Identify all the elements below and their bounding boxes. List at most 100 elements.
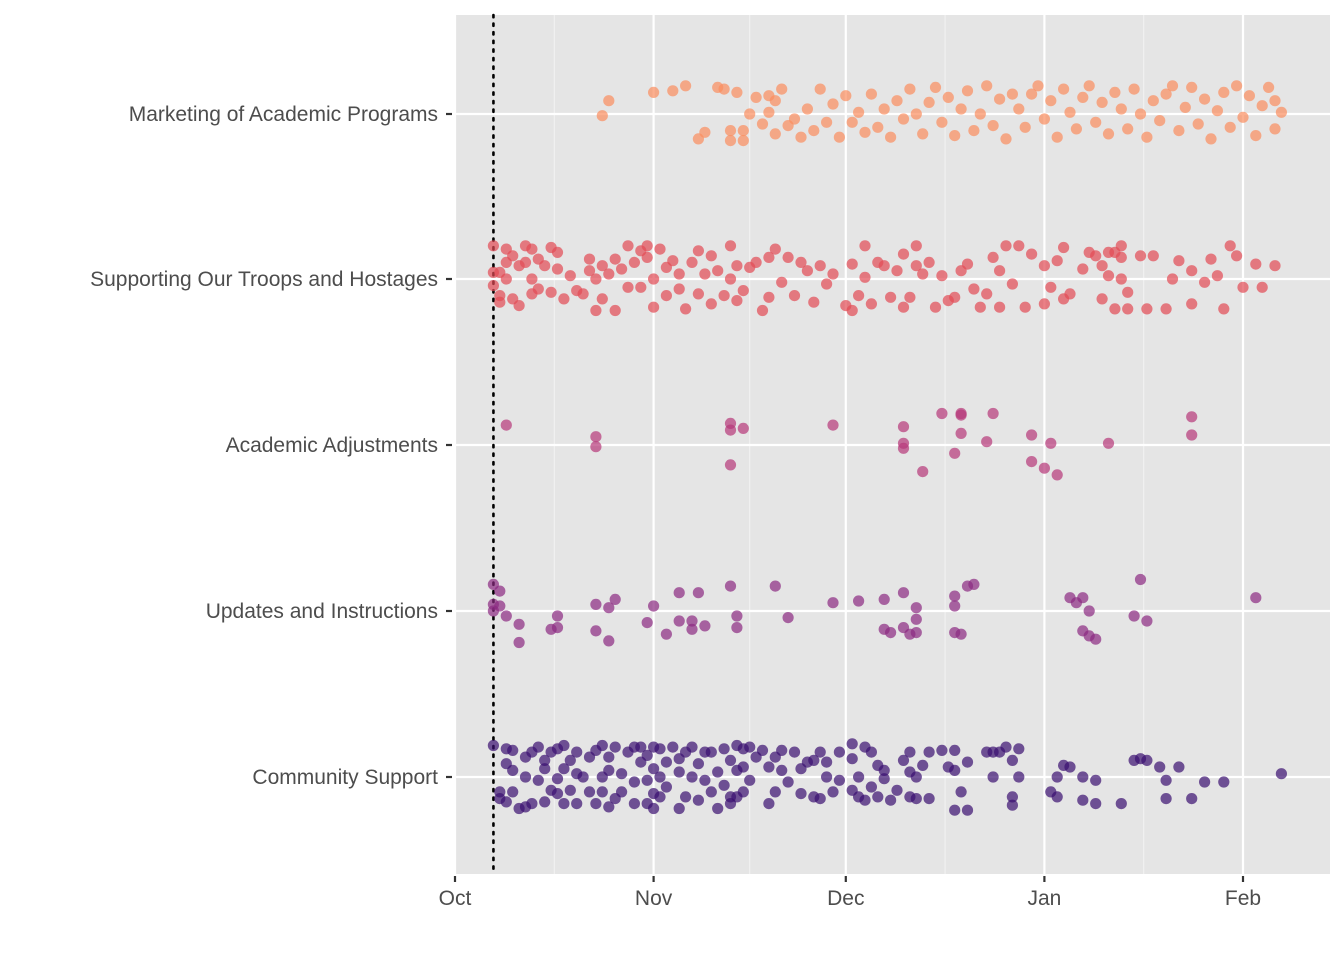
data-point xyxy=(699,268,711,280)
data-point xyxy=(853,595,865,607)
data-point xyxy=(1141,615,1153,627)
data-point xyxy=(712,802,724,815)
data-point xyxy=(827,786,839,798)
data-point xyxy=(1275,106,1287,118)
data-point xyxy=(917,466,929,478)
data-point xyxy=(885,131,897,143)
data-point xyxy=(622,281,634,293)
data-point xyxy=(507,250,519,262)
data-point xyxy=(513,300,525,312)
data-point xyxy=(551,610,564,622)
data-point xyxy=(859,271,871,283)
data-point xyxy=(692,587,705,599)
data-point xyxy=(1250,592,1262,604)
data-point xyxy=(853,771,865,783)
data-point xyxy=(987,120,999,132)
data-point xyxy=(513,618,525,630)
data-point xyxy=(558,798,570,810)
data-point xyxy=(1096,293,1108,305)
data-point xyxy=(673,268,685,280)
data-point xyxy=(571,746,583,758)
data-point xyxy=(545,286,557,298)
data-point xyxy=(910,771,922,783)
data-point xyxy=(910,602,922,614)
data-point xyxy=(596,110,608,122)
data-point xyxy=(776,276,788,288)
data-point xyxy=(500,419,512,431)
data-point xyxy=(603,602,615,614)
data-point xyxy=(680,80,692,92)
data-point xyxy=(648,273,660,285)
data-point xyxy=(1090,633,1102,645)
data-point xyxy=(885,291,897,303)
data-point xyxy=(885,794,897,806)
data-point xyxy=(961,756,974,768)
data-point xyxy=(737,285,749,297)
data-point xyxy=(840,90,852,102)
data-point xyxy=(1026,88,1038,100)
data-point xyxy=(821,756,833,768)
data-point xyxy=(673,587,685,599)
data-point xyxy=(699,774,711,786)
data-point xyxy=(1006,754,1019,767)
data-point xyxy=(910,613,922,625)
data-point xyxy=(1038,298,1050,310)
data-point xyxy=(1077,263,1089,275)
data-point xyxy=(961,85,974,97)
data-point xyxy=(731,295,743,307)
data-point xyxy=(1115,251,1127,263)
data-point xyxy=(686,771,698,783)
data-point xyxy=(603,268,615,280)
data-point xyxy=(641,774,653,786)
data-point xyxy=(891,784,903,796)
data-point xyxy=(981,436,993,448)
data-point xyxy=(949,804,961,816)
data-point xyxy=(519,256,532,268)
data-point xyxy=(904,746,916,758)
data-point xyxy=(897,301,910,313)
data-point xyxy=(648,600,660,612)
data-point xyxy=(872,121,884,133)
data-point xyxy=(1224,121,1236,133)
data-point xyxy=(878,764,890,777)
data-point xyxy=(865,746,878,758)
data-point xyxy=(731,610,743,622)
data-point xyxy=(763,291,775,303)
data-point xyxy=(1051,255,1063,267)
data-point xyxy=(846,738,858,750)
data-point xyxy=(859,794,871,806)
data-point xyxy=(487,739,499,752)
data-point xyxy=(1090,798,1102,810)
data-point xyxy=(737,422,749,434)
data-point xyxy=(885,627,897,639)
data-point xyxy=(1032,80,1044,92)
data-point xyxy=(705,786,717,798)
data-point xyxy=(660,290,673,302)
data-point xyxy=(763,761,775,773)
data-point xyxy=(1160,774,1172,786)
data-point xyxy=(769,580,781,592)
data-point xyxy=(846,753,858,765)
x-tick-label: Feb xyxy=(1225,887,1261,910)
data-point xyxy=(699,126,711,138)
data-point xyxy=(590,441,602,453)
data-point xyxy=(1166,273,1179,285)
data-point xyxy=(936,116,948,128)
data-point xyxy=(1186,793,1198,805)
data-point xyxy=(1064,761,1076,773)
data-point xyxy=(994,93,1006,105)
data-point xyxy=(1122,286,1134,298)
data-point xyxy=(635,281,647,293)
data-point xyxy=(590,431,602,443)
data-point xyxy=(942,91,954,103)
data-point xyxy=(750,256,762,268)
data-point xyxy=(564,784,576,796)
data-point xyxy=(551,246,564,258)
data-point xyxy=(494,786,506,798)
data-point xyxy=(917,759,929,772)
data-point xyxy=(936,744,948,757)
data-point xyxy=(1090,116,1102,128)
data-point xyxy=(1205,253,1217,265)
data-point xyxy=(539,796,551,808)
data-point xyxy=(1199,276,1211,288)
